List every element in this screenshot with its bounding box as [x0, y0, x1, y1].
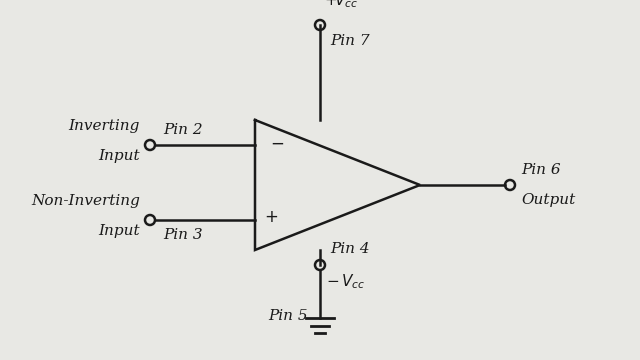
Text: Pin 7: Pin 7: [330, 34, 370, 48]
Text: $-\,V_{cc}$: $-\,V_{cc}$: [326, 272, 365, 291]
Text: $+$: $+$: [264, 210, 278, 226]
Text: Inverting: Inverting: [68, 119, 140, 133]
Text: $+\!V_{cc}$: $+\!V_{cc}$: [324, 0, 358, 10]
Text: Output: Output: [521, 193, 575, 207]
Text: Non-Inverting: Non-Inverting: [31, 194, 140, 208]
Text: Pin 5: Pin 5: [268, 309, 308, 323]
Text: Input: Input: [99, 224, 140, 238]
Text: Pin 3: Pin 3: [163, 228, 203, 242]
Text: Input: Input: [99, 149, 140, 163]
Text: $-$: $-$: [270, 135, 284, 152]
Text: Pin 4: Pin 4: [330, 242, 370, 256]
Text: Pin 2: Pin 2: [163, 123, 203, 137]
Text: Pin 6: Pin 6: [521, 163, 561, 177]
